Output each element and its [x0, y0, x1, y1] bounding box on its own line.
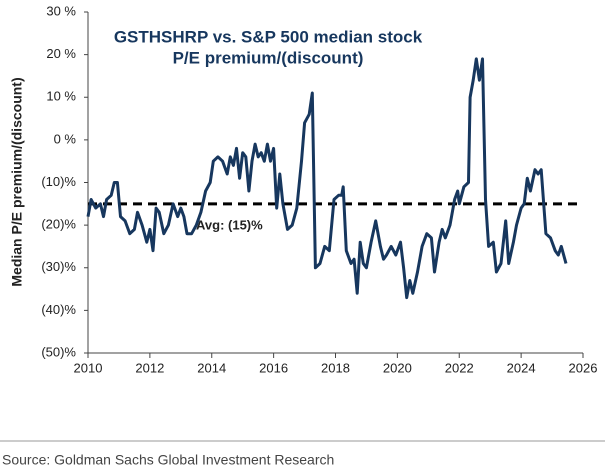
source: Source: Goldman Sachs Global Investment …	[2, 452, 334, 468]
x-tick-label: 2022	[445, 360, 474, 375]
average-label: Avg: (15)%	[196, 217, 263, 232]
chart-title: P/E premium/(discount)	[173, 48, 364, 67]
x-tick-label: 2012	[135, 360, 164, 375]
series-line	[86, 57, 568, 300]
y-tick-label: (40)%	[41, 302, 76, 317]
x-tick-label: 2020	[383, 360, 412, 375]
x-tick-label: 2024	[507, 360, 536, 375]
y-axis-label: Median P/E premium/(discount)	[9, 77, 25, 286]
x-tick-label: 2014	[197, 360, 226, 375]
y-tick-label: (30)%	[41, 259, 76, 274]
y-tick-label: 10 %	[46, 89, 76, 104]
x-tick-label: 2018	[321, 360, 350, 375]
y-tick-label: 30 %	[46, 3, 76, 18]
x-tick-label: 2026	[569, 360, 598, 375]
x-tick-label: 2010	[74, 360, 103, 375]
y-tick-label: 20 %	[46, 46, 76, 61]
x-tick-label: 2016	[259, 360, 288, 375]
y-tick-label: (10)%	[41, 174, 76, 189]
y-tick-label: (50)%	[41, 344, 76, 359]
y-tick-label: 0 %	[54, 131, 77, 146]
chart-title: GSTHSHRP vs. S&P 500 median stock	[114, 27, 423, 46]
y-tick-label: (20)%	[41, 217, 76, 232]
